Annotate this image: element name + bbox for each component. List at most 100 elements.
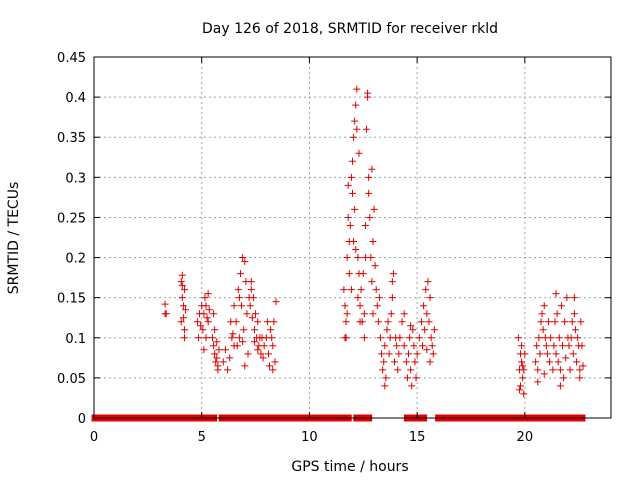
axis-ticks: 0 0.05 0.1 0.15 0.2 0.25 0.3 0.35 0.4 0.45 0 5 10 15 2… — [57, 51, 611, 445]
data-point — [420, 302, 428, 310]
data-point — [543, 350, 551, 358]
data-point — [568, 318, 576, 326]
data-point — [254, 318, 262, 326]
data-point — [369, 238, 377, 246]
data-point — [347, 286, 355, 294]
y-tick-label: 0.4 — [65, 91, 86, 106]
data-point — [354, 254, 362, 262]
data-point — [378, 350, 386, 358]
data-point — [380, 358, 388, 366]
data-point — [560, 374, 568, 382]
data-point — [180, 334, 188, 342]
data-point — [515, 386, 523, 394]
data-point — [546, 358, 554, 366]
data-point — [381, 342, 389, 350]
data-point — [421, 326, 429, 334]
data-point — [374, 318, 382, 326]
data-point — [212, 358, 220, 366]
data-point — [350, 133, 358, 141]
data-point — [179, 302, 187, 310]
data-point — [556, 366, 564, 374]
data-point — [427, 334, 435, 342]
data-point — [535, 334, 543, 342]
data-point — [243, 310, 251, 318]
data-point — [381, 382, 389, 390]
data-point — [219, 358, 227, 366]
data-point — [239, 338, 247, 346]
x-tick-label: 5 — [198, 430, 206, 445]
plot-frame — [93, 56, 612, 419]
data-point — [573, 358, 581, 366]
data-point — [409, 326, 417, 334]
data-point — [240, 326, 248, 334]
data-point — [238, 302, 246, 310]
data-point — [244, 350, 252, 358]
data-point — [417, 318, 425, 326]
data-point — [241, 362, 249, 370]
data-point — [570, 310, 578, 318]
data-point — [345, 270, 353, 278]
data-point — [350, 238, 358, 246]
data-point — [545, 318, 553, 326]
data-point — [346, 221, 354, 229]
data-point — [411, 358, 419, 366]
data-point — [250, 326, 258, 334]
data-point — [257, 350, 265, 358]
data-point — [569, 350, 577, 358]
data-point — [419, 342, 427, 350]
data-point — [360, 334, 368, 342]
data-point — [552, 350, 560, 358]
data-point — [250, 338, 258, 346]
data-point — [412, 374, 420, 382]
data-point — [197, 322, 205, 330]
x-tick-label: 10 — [301, 430, 318, 445]
data-point — [249, 294, 257, 302]
data-point — [203, 314, 211, 322]
data-point — [536, 350, 544, 358]
data-point — [521, 350, 529, 358]
data-point — [270, 318, 278, 326]
data-point — [177, 318, 185, 326]
data-point — [429, 350, 437, 358]
y-tick-label: 0.2 — [65, 252, 86, 267]
data-point — [236, 270, 244, 278]
data-point — [343, 254, 351, 262]
data-point — [271, 358, 279, 366]
data-point — [566, 366, 574, 374]
data-point — [200, 346, 208, 354]
data-point — [233, 342, 241, 350]
data-point — [360, 310, 368, 318]
grid — [94, 57, 611, 418]
data-point — [193, 318, 201, 326]
data-point — [200, 310, 208, 318]
data-point — [353, 125, 361, 133]
data-point — [246, 302, 254, 310]
data-point — [211, 326, 219, 334]
data-point — [226, 354, 234, 362]
data-point — [415, 334, 423, 342]
data-point — [260, 342, 268, 350]
data-point — [367, 254, 375, 262]
data-point — [205, 306, 213, 314]
data-point — [364, 89, 372, 97]
data-point — [204, 290, 212, 298]
data-point — [214, 362, 222, 370]
data-point — [574, 334, 582, 342]
data-point — [232, 318, 240, 326]
data-point — [567, 334, 575, 342]
y-tick-label: 0.15 — [57, 292, 86, 307]
data-point — [267, 326, 275, 334]
data-point — [344, 213, 352, 221]
data-point — [576, 374, 584, 382]
data-point — [422, 286, 430, 294]
data-point — [178, 282, 186, 290]
data-point — [393, 342, 401, 350]
data-point — [340, 286, 348, 294]
x-tick-label: 0 — [90, 430, 98, 445]
data-point — [407, 366, 415, 374]
data-point — [389, 270, 397, 278]
data-point — [341, 334, 349, 342]
data-point — [365, 173, 373, 181]
data-point — [268, 334, 276, 342]
data-point — [519, 362, 527, 370]
